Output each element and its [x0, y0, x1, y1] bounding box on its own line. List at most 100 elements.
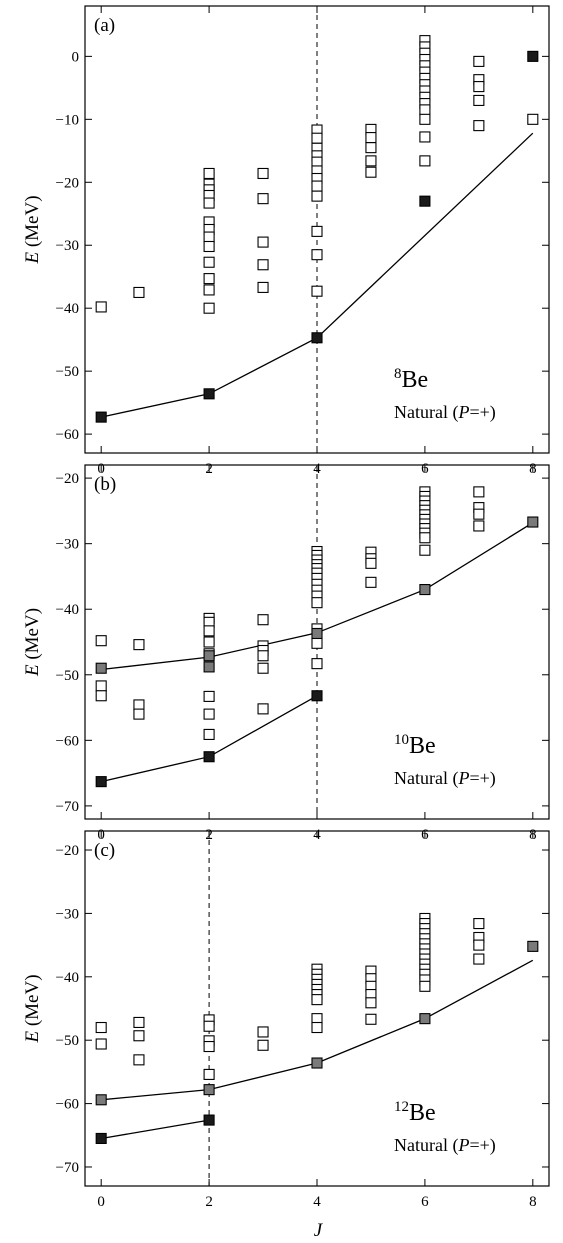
x-tick-label: 4	[313, 1194, 321, 1210]
open-state-marker	[133, 1030, 145, 1042]
open-state-marker	[203, 625, 215, 637]
open-state-marker	[419, 104, 431, 116]
open-state-marker	[365, 142, 377, 154]
open-state-marker	[203, 690, 215, 702]
parity-label-part: P	[457, 402, 469, 422]
band-state-marker	[95, 1094, 107, 1106]
open-state-marker	[365, 155, 377, 167]
open-state-marker	[203, 708, 215, 720]
yrast-state-marker	[527, 50, 539, 62]
open-state-marker	[419, 131, 431, 143]
open-state-marker	[203, 167, 215, 180]
open-state-marker	[257, 236, 269, 248]
open-state-marker	[311, 637, 323, 649]
open-state-marker	[257, 1039, 269, 1051]
nucleus-label: 10Be	[394, 732, 436, 759]
open-state-marker	[95, 690, 107, 702]
element-symbol: Be	[402, 367, 429, 393]
open-state-marker	[311, 658, 323, 670]
band-state-marker	[527, 516, 539, 528]
open-state-marker	[95, 680, 107, 692]
y-tick-label: −60	[56, 427, 79, 443]
open-state-marker	[473, 120, 485, 132]
yrast-state-marker	[95, 411, 107, 423]
open-state-marker	[473, 55, 485, 67]
y-axis-title: E (MeV)	[22, 608, 43, 677]
open-state-marker	[203, 284, 215, 296]
parity-label-part: P	[457, 1135, 469, 1155]
open-state-marker	[365, 132, 377, 144]
open-state-marker	[473, 520, 485, 532]
open-state-marker	[257, 1026, 269, 1038]
parity-label-part: Natural (	[394, 1135, 458, 1156]
open-state-marker	[257, 614, 269, 626]
open-state-marker	[473, 939, 485, 951]
open-state-marker	[257, 193, 269, 205]
mass-number: 8	[394, 366, 402, 382]
open-state-marker	[203, 1020, 215, 1032]
band-state-marker	[95, 662, 107, 674]
x-tick-label: 8	[529, 1194, 537, 1210]
open-state-marker	[257, 167, 269, 180]
open-state-marker	[133, 708, 145, 720]
open-state-marker	[419, 113, 431, 125]
yrast-state-marker	[311, 690, 323, 702]
band-line	[101, 1119, 210, 1140]
y-axis-title: E (MeV)	[22, 195, 43, 264]
band-state-marker	[419, 1013, 431, 1025]
open-state-marker	[133, 1016, 145, 1028]
x-tick-label: 6	[421, 1194, 429, 1210]
band-state-marker	[203, 661, 215, 673]
y-tick-label: −70	[56, 1160, 79, 1176]
x-axis-title: J	[314, 1220, 324, 1241]
parity-label-part: =+)	[469, 402, 495, 423]
open-state-marker	[203, 1040, 215, 1053]
nucleus-label: 12Be	[394, 1099, 436, 1126]
band-state-marker	[527, 940, 539, 952]
element-symbol: Be	[409, 1100, 436, 1126]
open-state-marker	[203, 240, 215, 253]
yrast-state-marker	[95, 1132, 107, 1145]
yrast-state-marker	[95, 776, 107, 788]
open-state-marker	[257, 259, 269, 271]
open-state-marker	[473, 486, 485, 498]
open-state-marker	[311, 190, 323, 202]
open-state-marker	[257, 281, 269, 293]
open-state-marker	[311, 249, 323, 261]
open-state-marker	[133, 699, 145, 711]
parity-label-part: Natural (	[394, 402, 458, 423]
open-state-marker	[203, 728, 215, 740]
y-tick-label: 0	[72, 49, 80, 65]
y-tick-label: −70	[56, 799, 79, 815]
open-state-marker	[365, 576, 377, 588]
open-state-marker	[473, 918, 485, 930]
y-axis-title-unit: (MeV)	[22, 608, 43, 664]
parity-label: Natural (P=+)	[394, 768, 496, 789]
parity-label: Natural (P=+)	[394, 402, 496, 423]
open-state-marker	[257, 662, 269, 674]
y-axis-title-symbol: E	[22, 252, 43, 265]
y-tick-label: −10	[56, 112, 79, 128]
band-state-marker	[419, 584, 431, 596]
parity-label-part: =+)	[469, 1135, 495, 1156]
open-state-marker	[95, 301, 107, 313]
band-state-marker	[311, 627, 323, 640]
open-state-marker	[203, 636, 215, 648]
y-tick-label: −30	[56, 238, 79, 254]
open-state-marker	[133, 286, 145, 299]
band-state-marker	[203, 650, 215, 662]
mass-number: 10	[394, 732, 409, 748]
panels-group: −60−50−40−30−20−10002468E (MeV)(a)8BeNat…	[22, 5, 550, 1210]
y-tick-label: −60	[56, 1097, 79, 1113]
open-state-marker	[419, 532, 431, 544]
band-line	[101, 132, 534, 418]
open-state-marker	[203, 231, 215, 243]
y-tick-label: −40	[56, 970, 79, 986]
y-axis-title: E (MeV)	[22, 974, 43, 1043]
y-axis-title-unit: (MeV)	[22, 195, 43, 251]
open-state-marker	[133, 1054, 145, 1066]
band-state-marker	[203, 1084, 215, 1096]
panel-label: (b)	[94, 474, 116, 495]
